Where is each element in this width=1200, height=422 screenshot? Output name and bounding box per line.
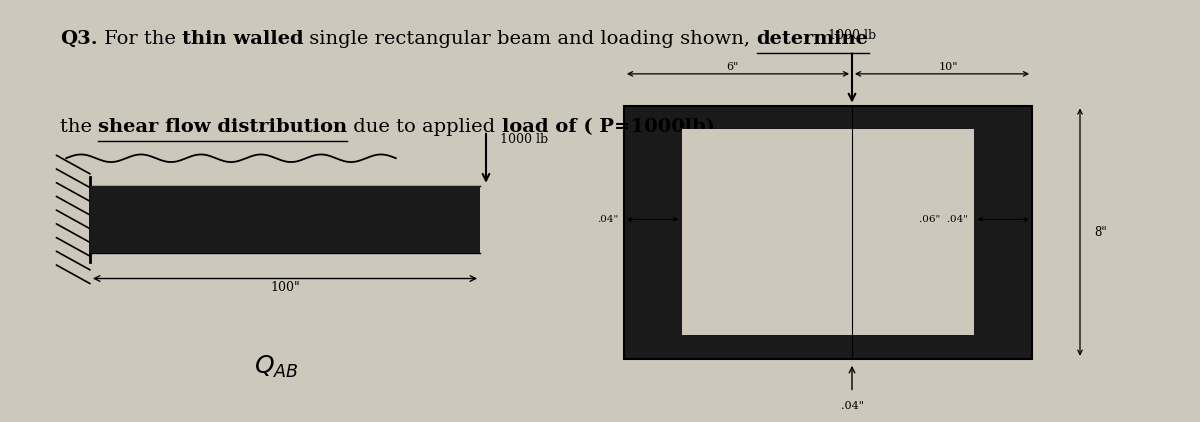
Text: 1000 lb: 1000 lb <box>500 133 548 146</box>
Text: .04": .04" <box>840 401 864 411</box>
Text: due to applied: due to applied <box>347 118 502 136</box>
Bar <box>90 186 480 253</box>
Text: 100": 100" <box>270 281 300 294</box>
Text: the: the <box>60 118 98 136</box>
Text: determine: determine <box>757 30 869 48</box>
Text: shear flow distribution: shear flow distribution <box>98 118 347 136</box>
Text: thin walled: thin walled <box>181 30 304 48</box>
Bar <box>624 106 1032 359</box>
Bar <box>682 129 974 335</box>
Text: 1000 lb: 1000 lb <box>828 29 876 42</box>
Text: 6": 6" <box>726 62 738 72</box>
Text: Q3.: Q3. <box>60 30 97 48</box>
Text: $\mathit{Q}_{AB}$: $\mathit{Q}_{AB}$ <box>253 354 299 380</box>
Text: For the: For the <box>97 30 181 48</box>
Text: 10": 10" <box>938 62 958 72</box>
Text: .04": .04" <box>596 215 618 224</box>
Text: .06"  .04": .06" .04" <box>919 215 968 224</box>
Text: load of ( P=1000lb).: load of ( P=1000lb). <box>502 118 721 136</box>
Text: single rectangular beam and loading shown,: single rectangular beam and loading show… <box>304 30 757 48</box>
Text: 8": 8" <box>1094 226 1108 238</box>
